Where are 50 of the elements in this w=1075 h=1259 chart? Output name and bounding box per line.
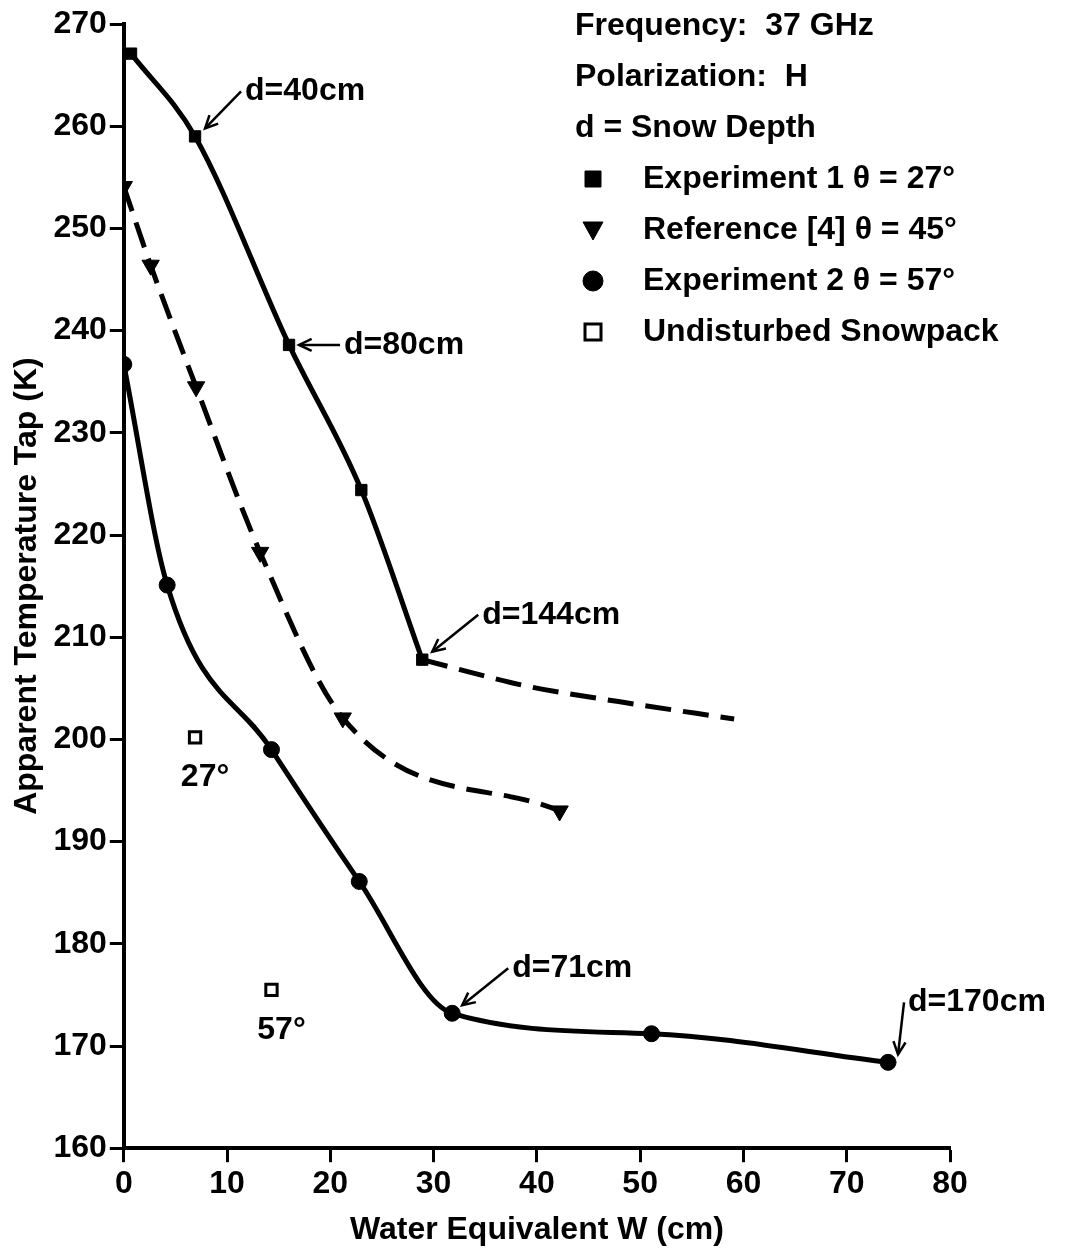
x-tick-label: 40 [519,1164,555,1201]
x-tick-label: 50 [622,1164,658,1201]
annotation: d=71cm [512,948,633,985]
annotation: 57° [257,1009,306,1046]
y-tick-label: 170 [53,1025,107,1062]
x-tick-label: 20 [312,1164,349,1201]
point [643,1025,661,1043]
annotation: Polarization: H [575,56,808,93]
point [350,872,368,890]
x-tick-label: 80 [932,1164,968,1201]
point [879,1053,897,1071]
y-tick-label: 160 [53,1128,107,1165]
legend-label: Undisturbed Snowpack [643,311,999,348]
y-tick-label: 250 [53,208,107,245]
point [187,730,203,745]
annotation: d=144cm [482,594,621,631]
y-tick-label: 210 [53,617,107,654]
y-tick-label: 230 [53,412,107,449]
y-tick-label: 260 [53,106,107,143]
annotation: 27° [180,757,230,794]
x-tick-label: 70 [828,1164,865,1201]
annotation: Frequency: 37 GHz [575,5,874,42]
y-tick-label: 190 [53,821,107,858]
point [282,338,296,352]
legend-label: Reference [4] θ = 45° [643,209,957,246]
point [188,130,202,143]
x-tick-label: 0 [114,1164,133,1201]
point [416,653,429,666]
y-tick-label: 220 [53,514,107,551]
x-tick-label: 60 [725,1164,762,1201]
annotation: d=170cm [908,982,1046,1019]
annotation: d = Snow Depth [575,107,816,144]
annotation: d=80cm [344,324,465,361]
legend-label: Experiment 1 θ = 27° [643,158,956,195]
y-tick-label: 180 [53,923,107,960]
y-axis-title: Apparent Temperature Tap (K) [7,357,44,815]
x-tick-label: 30 [415,1164,452,1201]
y-tick-label: 240 [53,310,107,347]
point [262,741,280,759]
point [264,982,279,997]
point [443,1004,461,1022]
point [355,483,368,497]
point [158,576,176,594]
x-tick-label: 10 [209,1164,245,1201]
legend-label: Experiment 2 θ = 57° [643,260,956,297]
y-tick-label: 270 [53,3,107,40]
y-tick-label: 200 [53,719,107,756]
annotation: d=40cm [245,71,366,108]
point [124,47,138,60]
x-axis-title: Water Equivalent W (cm) [349,1209,724,1246]
